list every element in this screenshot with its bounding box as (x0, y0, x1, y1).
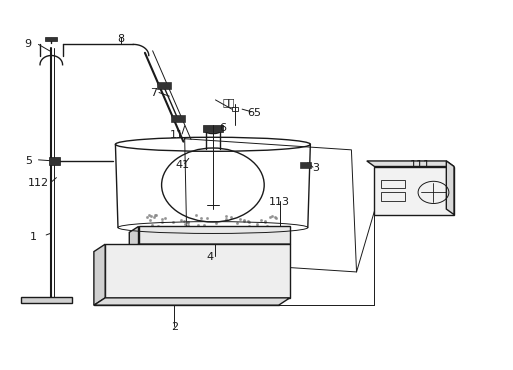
Text: 8: 8 (117, 34, 124, 44)
Polygon shape (129, 244, 290, 250)
Text: 1: 1 (30, 232, 37, 242)
Polygon shape (94, 244, 105, 305)
Text: 11: 11 (170, 130, 184, 140)
Polygon shape (367, 161, 454, 166)
Bar (203, 125, 223, 132)
Bar (49, 157, 60, 165)
Bar (171, 115, 185, 122)
Text: 111: 111 (410, 159, 431, 170)
Bar (157, 82, 170, 89)
Bar (232, 107, 238, 111)
Text: 2: 2 (171, 322, 178, 333)
Text: 3: 3 (312, 163, 319, 174)
Bar (105, 244, 290, 298)
Text: 6: 6 (220, 122, 227, 133)
Text: 41: 41 (175, 159, 189, 170)
Bar (300, 162, 311, 168)
Text: 9: 9 (25, 39, 32, 50)
Bar (381, 192, 405, 201)
Bar (374, 166, 454, 215)
Bar (21, 297, 72, 303)
Text: 65: 65 (247, 108, 261, 118)
Polygon shape (129, 226, 139, 250)
Text: 氦气: 氦气 (222, 97, 234, 107)
Text: 4: 4 (207, 252, 214, 262)
Bar (45, 37, 57, 41)
Bar (381, 180, 405, 188)
Polygon shape (94, 298, 290, 305)
Text: 113: 113 (269, 196, 290, 207)
Text: 7: 7 (150, 87, 157, 98)
Text: 112: 112 (28, 178, 49, 188)
Text: 5: 5 (25, 156, 32, 166)
Polygon shape (446, 161, 454, 215)
Bar (139, 226, 290, 244)
